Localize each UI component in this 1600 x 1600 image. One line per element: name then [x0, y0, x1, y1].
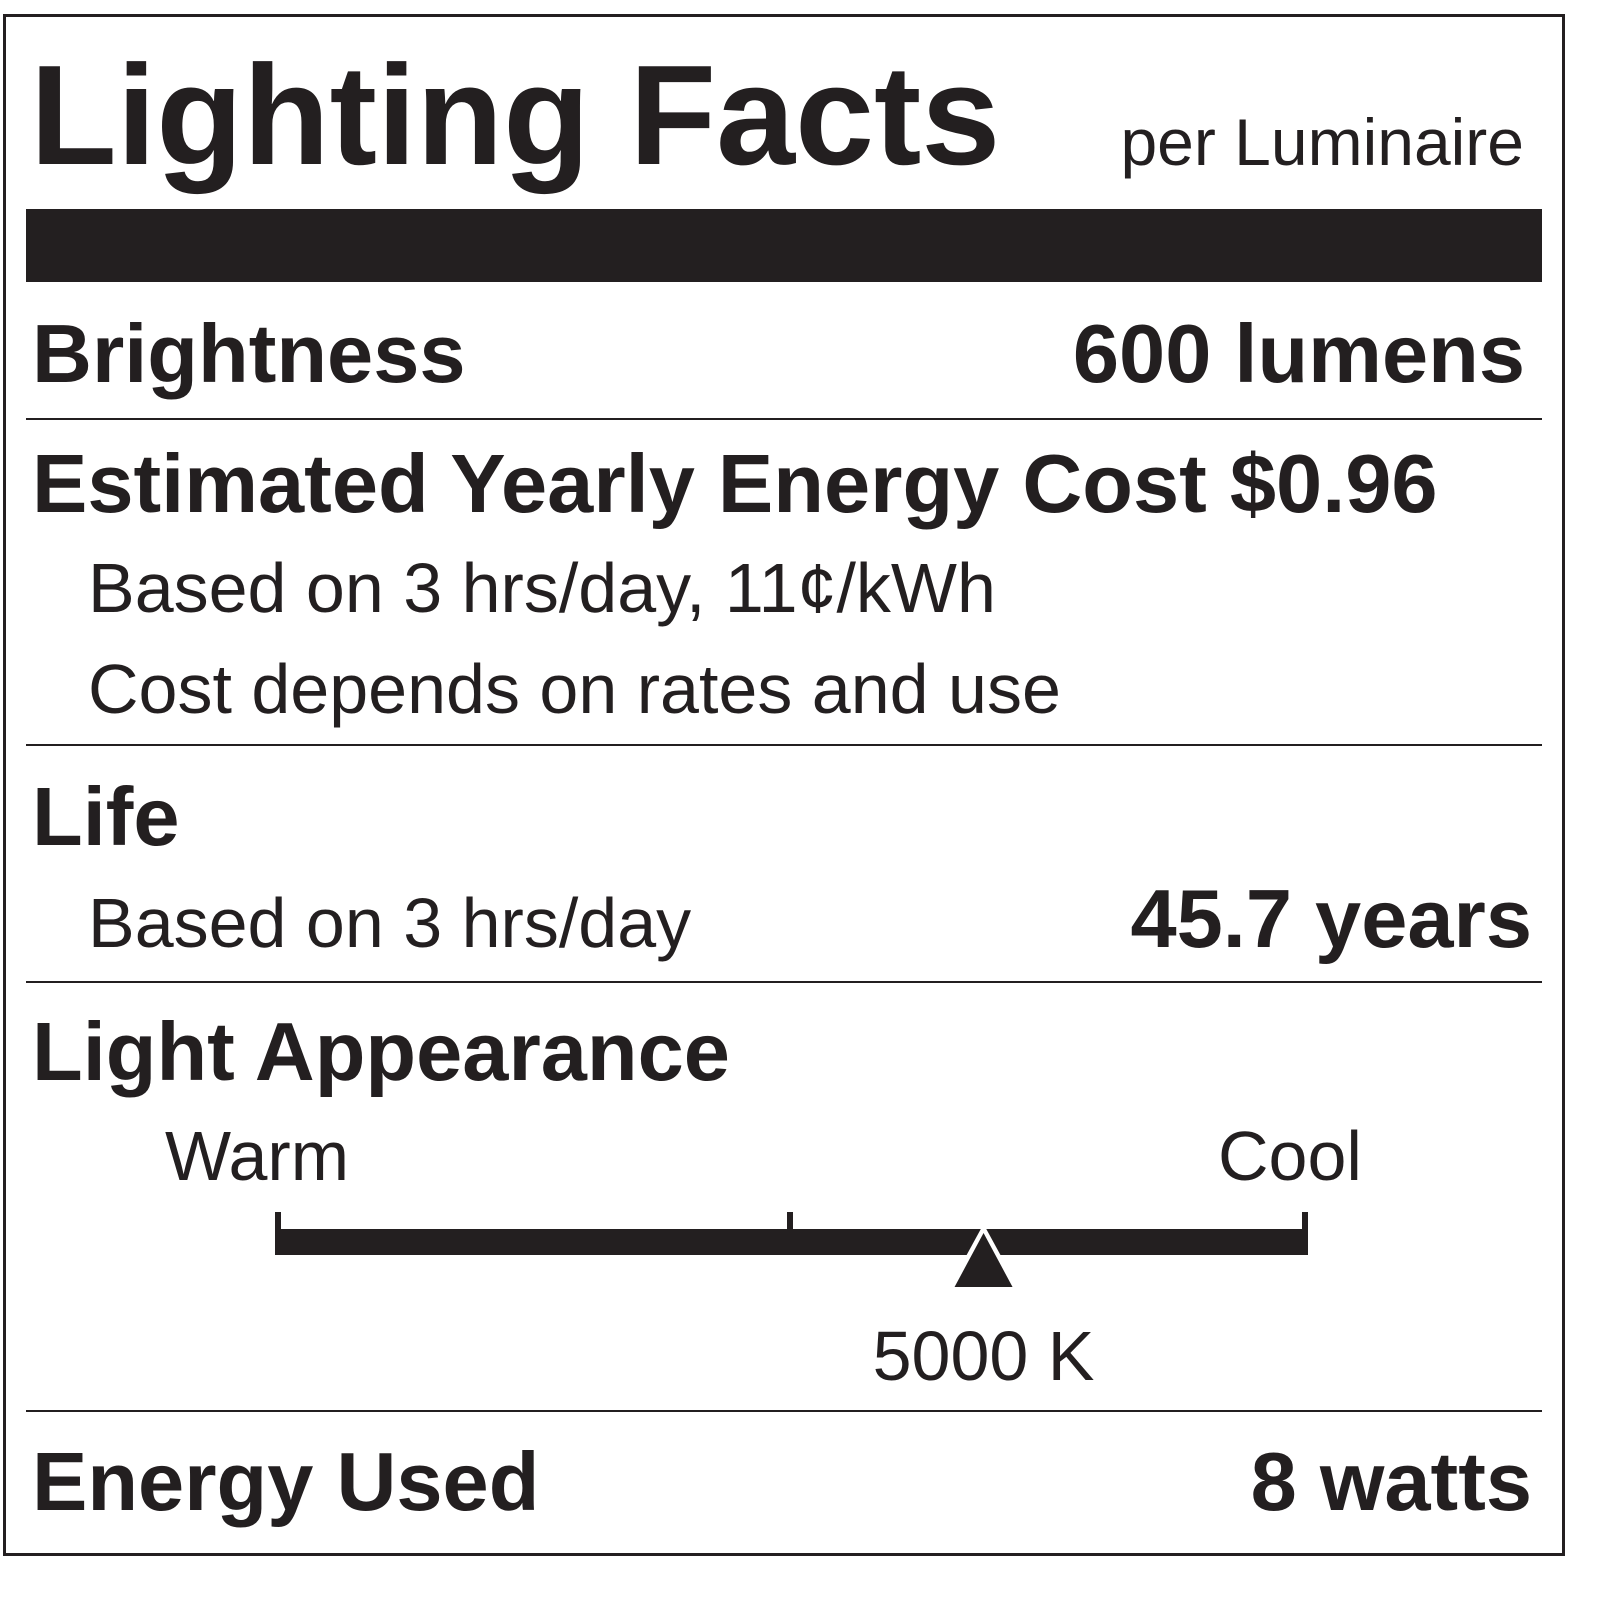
- energy-cost-note-2: Cost depends on rates and use: [88, 650, 1061, 728]
- label-title: Lighting Facts: [30, 36, 1001, 195]
- energy-cost-label: Estimated Yearly Energy Cost: [32, 437, 1207, 530]
- scale-line: [275, 1229, 1308, 1255]
- divider: [26, 1410, 1542, 1412]
- scale-tick-middle: [787, 1212, 793, 1232]
- header-bar: [26, 209, 1542, 282]
- energy-used-value: 8 watts: [1250, 1435, 1532, 1528]
- scale-tick-right: [1302, 1212, 1308, 1232]
- divider: [26, 744, 1542, 746]
- label-subtitle: per Luminaire: [1120, 105, 1524, 179]
- color-temperature-marker-icon: [954, 1233, 1013, 1287]
- brightness-label: Brightness: [32, 307, 466, 400]
- energy-cost-note-1: Based on 3 hrs/day, 11¢/kWh: [88, 549, 996, 627]
- cool-label: Cool: [1218, 1117, 1362, 1195]
- warm-label: Warm: [165, 1117, 350, 1195]
- light-appearance-label: Light Appearance: [32, 1005, 730, 1098]
- scale-tick-left: [275, 1212, 281, 1232]
- energy-cost-row: Estimated Yearly Energy Cost $0.96: [32, 442, 1438, 525]
- color-temperature-value: 5000 K: [872, 1317, 1095, 1395]
- label-border: [3, 14, 1565, 1556]
- brightness-value: 600 lumens: [1072, 307, 1525, 400]
- energy-used-label: Energy Used: [32, 1435, 540, 1528]
- life-note: Based on 3 hrs/day: [88, 884, 692, 962]
- divider: [26, 981, 1542, 983]
- energy-cost-value: $0.96: [1229, 437, 1438, 530]
- divider: [26, 418, 1542, 420]
- life-label: Life: [32, 770, 180, 863]
- life-value: 45.7 years: [1130, 872, 1532, 965]
